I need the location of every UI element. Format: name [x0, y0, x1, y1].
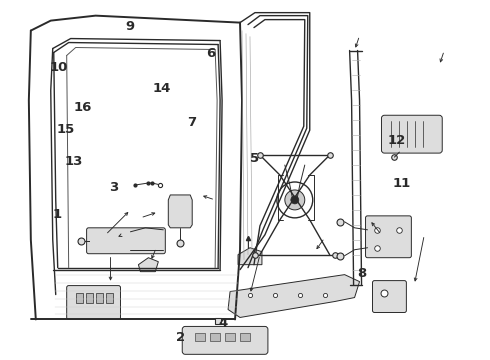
- FancyBboxPatch shape: [382, 115, 442, 153]
- Polygon shape: [138, 258, 158, 272]
- FancyBboxPatch shape: [87, 228, 165, 254]
- Text: 6: 6: [206, 47, 216, 60]
- Text: 13: 13: [65, 155, 83, 168]
- Text: 16: 16: [74, 101, 92, 114]
- FancyBboxPatch shape: [372, 280, 406, 312]
- Text: 11: 11: [392, 177, 410, 190]
- FancyBboxPatch shape: [366, 216, 412, 258]
- Bar: [75, 293, 83, 302]
- Text: 7: 7: [187, 116, 196, 129]
- Text: 5: 5: [250, 152, 259, 165]
- Text: 1: 1: [52, 208, 62, 221]
- FancyBboxPatch shape: [182, 327, 268, 354]
- Text: 15: 15: [56, 123, 74, 136]
- Text: 14: 14: [153, 82, 171, 95]
- Text: 3: 3: [109, 181, 118, 194]
- Bar: [210, 333, 220, 341]
- Bar: [195, 333, 205, 341]
- Bar: [240, 333, 250, 341]
- FancyBboxPatch shape: [67, 285, 121, 319]
- Bar: [225, 333, 235, 341]
- Text: 12: 12: [387, 134, 405, 147]
- Polygon shape: [228, 275, 360, 318]
- Text: 8: 8: [358, 267, 367, 280]
- Text: 2: 2: [176, 331, 185, 344]
- Bar: [86, 293, 93, 302]
- Circle shape: [285, 190, 305, 210]
- Bar: [105, 293, 113, 302]
- Bar: [96, 293, 102, 302]
- Text: 9: 9: [126, 20, 135, 33]
- Polygon shape: [238, 248, 262, 265]
- Text: 10: 10: [49, 60, 68, 73]
- Circle shape: [291, 196, 299, 204]
- Polygon shape: [168, 195, 192, 228]
- Text: 4: 4: [219, 317, 228, 330]
